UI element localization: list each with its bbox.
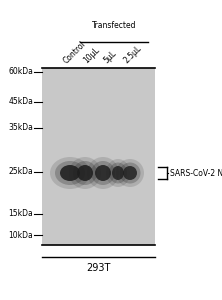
Ellipse shape [55, 161, 85, 185]
Text: 2.5μL: 2.5μL [122, 44, 143, 65]
Ellipse shape [50, 157, 90, 189]
Text: 15kDa: 15kDa [8, 209, 33, 218]
Text: 10μL: 10μL [82, 45, 101, 65]
Ellipse shape [123, 166, 137, 180]
Ellipse shape [91, 161, 115, 185]
Ellipse shape [119, 163, 141, 184]
Bar [42, 68, 155, 245]
Ellipse shape [95, 165, 111, 181]
Text: 60kDa: 60kDa [8, 68, 33, 76]
Text: 35kDa: 35kDa [8, 124, 33, 133]
Text: Control: Control [62, 39, 88, 65]
Text: 293T: 293T [86, 263, 110, 273]
Text: 45kDa: 45kDa [8, 98, 33, 106]
Text: 5μL: 5μL [102, 49, 118, 65]
Text: Transfected: Transfected [92, 21, 136, 30]
Ellipse shape [77, 165, 93, 181]
Ellipse shape [69, 157, 101, 189]
Ellipse shape [73, 161, 97, 185]
Ellipse shape [106, 159, 130, 187]
Text: 25kDa: 25kDa [8, 167, 33, 176]
Ellipse shape [109, 163, 127, 184]
Text: 10kDa: 10kDa [8, 230, 33, 239]
Ellipse shape [116, 159, 144, 187]
Text: SARS-CoV-2 NSP8: SARS-CoV-2 NSP8 [170, 169, 222, 178]
Ellipse shape [60, 165, 80, 181]
Ellipse shape [87, 157, 119, 189]
Ellipse shape [112, 166, 124, 180]
